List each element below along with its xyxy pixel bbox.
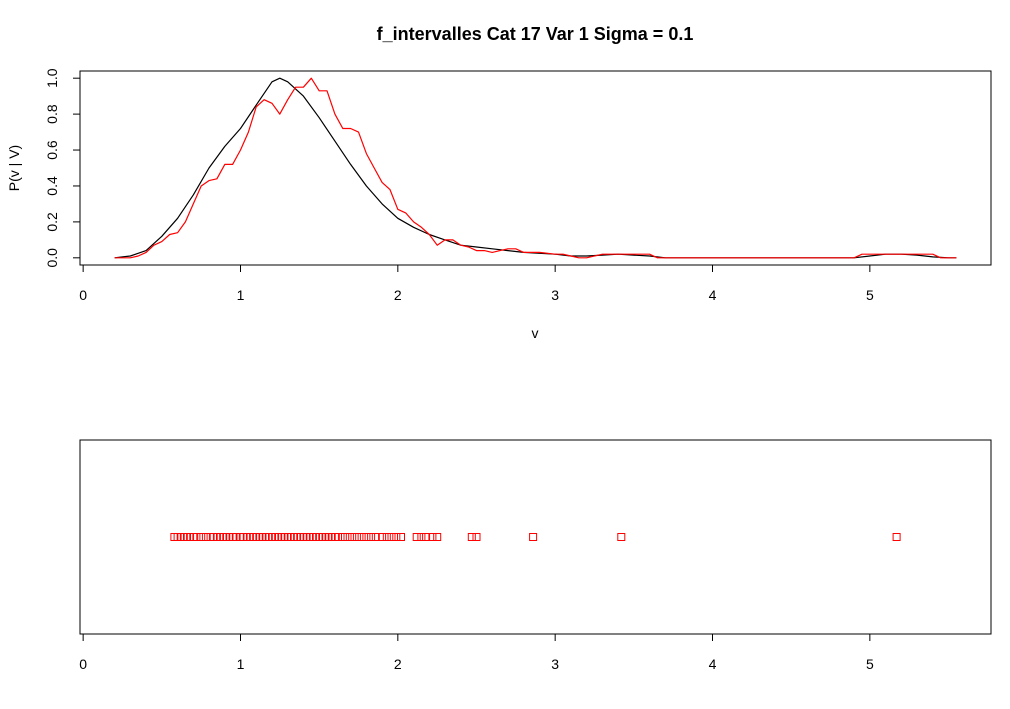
observation-marker [382, 533, 391, 541]
observation-marker [343, 533, 352, 541]
strip-x-tick-label: 1 [237, 656, 245, 672]
smoothed-density-line [114, 77, 957, 259]
observation-marker [467, 533, 476, 541]
x-tick-label: 4 [709, 287, 717, 303]
x-tick-label: 2 [394, 287, 402, 303]
observation-marker [357, 533, 366, 541]
observation-marker [197, 533, 206, 541]
x-tick-label: 1 [237, 287, 245, 303]
observation-marker [417, 533, 426, 541]
observation-marker [397, 533, 405, 541]
x-tick-label: 0 [79, 287, 87, 303]
observation-marker [192, 533, 201, 541]
observation-marker [362, 533, 371, 541]
observation-marker [529, 533, 538, 541]
density-plot-x-axis: 0 1 2 3 4 5 [79, 264, 874, 303]
strip-plot-x-axis: 0 1 2 3 4 5 [79, 633, 874, 672]
observation-marker [201, 533, 210, 541]
observation-marker [392, 533, 401, 541]
observation-marker [352, 533, 361, 541]
density-plot-series-group [114, 77, 957, 259]
observation-marker [348, 533, 357, 541]
strip-plot-points-group [170, 533, 901, 541]
y-tick-label: 0.8 [44, 104, 60, 124]
y-tick-label: 1.0 [44, 68, 60, 88]
x-tick-label: 3 [551, 287, 559, 303]
density-plot-panel: 0 1 2 3 4 5 0.0 0.2 0.4 0.6 0.8 1.0 v P(v | V) [6, 68, 992, 341]
strip-x-tick-label: 4 [709, 656, 717, 672]
y-tick-label: 0.2 [44, 212, 60, 232]
density-plot-frame [79, 70, 992, 266]
observation-marker [472, 533, 481, 541]
x-tick-label: 5 [866, 287, 874, 303]
observation-marker [378, 533, 387, 541]
observation-marker [371, 533, 380, 541]
observation-marker [338, 533, 347, 541]
y-tick-label: 0.0 [44, 248, 60, 268]
strip-x-tick-label: 5 [866, 656, 874, 672]
observation-marker [387, 533, 396, 541]
strip-x-tick-label: 0 [79, 656, 87, 672]
density-plot-y-axis: 0.0 0.2 0.4 0.6 0.8 1.0 [44, 68, 81, 268]
observation-marker [892, 533, 901, 541]
empirical-density-line [114, 77, 957, 259]
strip-x-tick-label: 2 [394, 656, 402, 672]
observation-marker [428, 533, 437, 541]
observation-marker [617, 533, 626, 541]
x-axis-label: v [532, 325, 539, 341]
y-axis-label: P(v | V) [6, 145, 22, 191]
observation-marker [334, 533, 342, 541]
y-tick-label: 0.6 [44, 140, 60, 160]
observation-marker [367, 533, 376, 541]
observation-marker [412, 533, 421, 541]
chart-title: f_intervalles Cat 17 Var 1 Sigma = 0.1 [377, 24, 694, 44]
strip-x-tick-label: 3 [551, 656, 559, 672]
observation-marker [231, 533, 240, 541]
observation-marker [422, 533, 431, 541]
y-tick-label: 0.4 [44, 176, 60, 196]
observations-strip-panel: 0 1 2 3 4 5 [79, 439, 992, 672]
observation-marker [433, 533, 442, 541]
